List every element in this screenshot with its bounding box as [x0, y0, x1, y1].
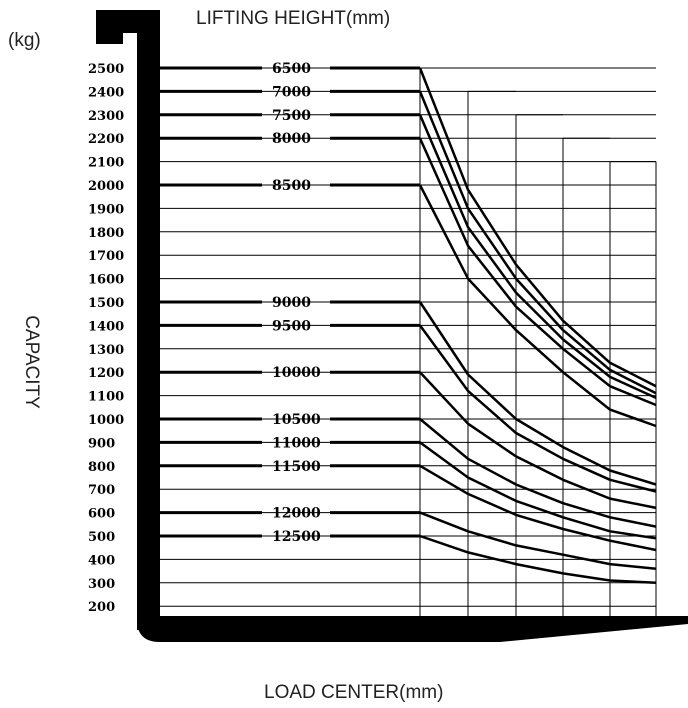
series-line: [418, 137, 657, 407]
y-tick-label: 2400: [88, 85, 124, 100]
y-tick-label: 200: [88, 600, 115, 615]
y-tick-label: 1800: [88, 226, 124, 241]
height-label: 8500: [272, 178, 311, 194]
height-label: 7500: [272, 108, 311, 124]
height-label-lines: 6500 7000 7500 8000 8500 9000 9500 10000 10500 11…: [160, 61, 420, 545]
height-label: 8000: [272, 131, 311, 147]
y-tick-label: 1400: [88, 319, 124, 334]
y-tick-label: 1200: [88, 366, 124, 381]
y-tick-label: 1500: [88, 296, 124, 311]
y-tick-label: 500: [88, 530, 115, 545]
y-tick-label: 2300: [88, 109, 124, 124]
y-tick-label: 1000: [88, 413, 124, 428]
height-label: 9500: [272, 318, 311, 334]
height-label: 9000: [272, 295, 311, 311]
series-line: [418, 184, 657, 428]
y-tick-label: 1900: [88, 202, 124, 217]
height-label: 11500: [272, 459, 321, 475]
series-line: [418, 301, 657, 486]
series-line: [419, 441, 657, 540]
series-line: [418, 90, 657, 395]
y-tick-label: 1600: [88, 273, 124, 288]
y-tick-label: 1700: [88, 249, 124, 264]
y-tick-label: 1300: [88, 343, 124, 358]
series-line: [419, 464, 657, 552]
y-tick-label: 1100: [88, 390, 124, 405]
height-label: 10000: [272, 365, 321, 381]
series-line: [419, 371, 657, 510]
height-label: 7000: [272, 84, 311, 100]
y-tick-label: 800: [88, 460, 115, 475]
y-tick-label: 700: [88, 483, 115, 498]
series-line: [419, 511, 657, 571]
series-line: [418, 67, 657, 388]
y-tick-label: 2000: [88, 179, 124, 194]
height-label: 12000: [272, 506, 321, 522]
y-tick-label: 600: [88, 507, 115, 522]
fork-blade: [137, 616, 688, 642]
fork-shape: [96, 10, 688, 642]
height-label: 6500: [272, 61, 311, 77]
y-tick-label: 900: [88, 436, 115, 451]
height-label: 11000: [272, 435, 321, 451]
chart-title: LIFTING HEIGHT(mm): [196, 8, 390, 29]
y-tick-label: 300: [88, 577, 115, 592]
y-tick-label: 2100: [88, 156, 124, 171]
series-line: [419, 534, 657, 585]
fork-shank: [137, 10, 160, 630]
x-axis-label: LOAD CENTER(mm): [264, 682, 443, 703]
height-label: 12500: [272, 529, 321, 545]
y-tick-labels: 2500 2400 2300 2200 2100 2000 1900 1800 1700 1600…: [88, 62, 124, 615]
series-lines: [418, 67, 657, 585]
y-tick-label: 400: [88, 553, 115, 568]
y-tick-label: 2200: [88, 132, 124, 147]
height-label: 10500: [272, 412, 321, 428]
series-line: [418, 324, 657, 493]
series-line: [419, 418, 657, 528]
y-tick-label: 2500: [88, 62, 124, 77]
unit-label: (kg): [8, 30, 41, 51]
y-axis-label: CAPACITY: [21, 315, 42, 409]
series-line: [418, 114, 657, 400]
